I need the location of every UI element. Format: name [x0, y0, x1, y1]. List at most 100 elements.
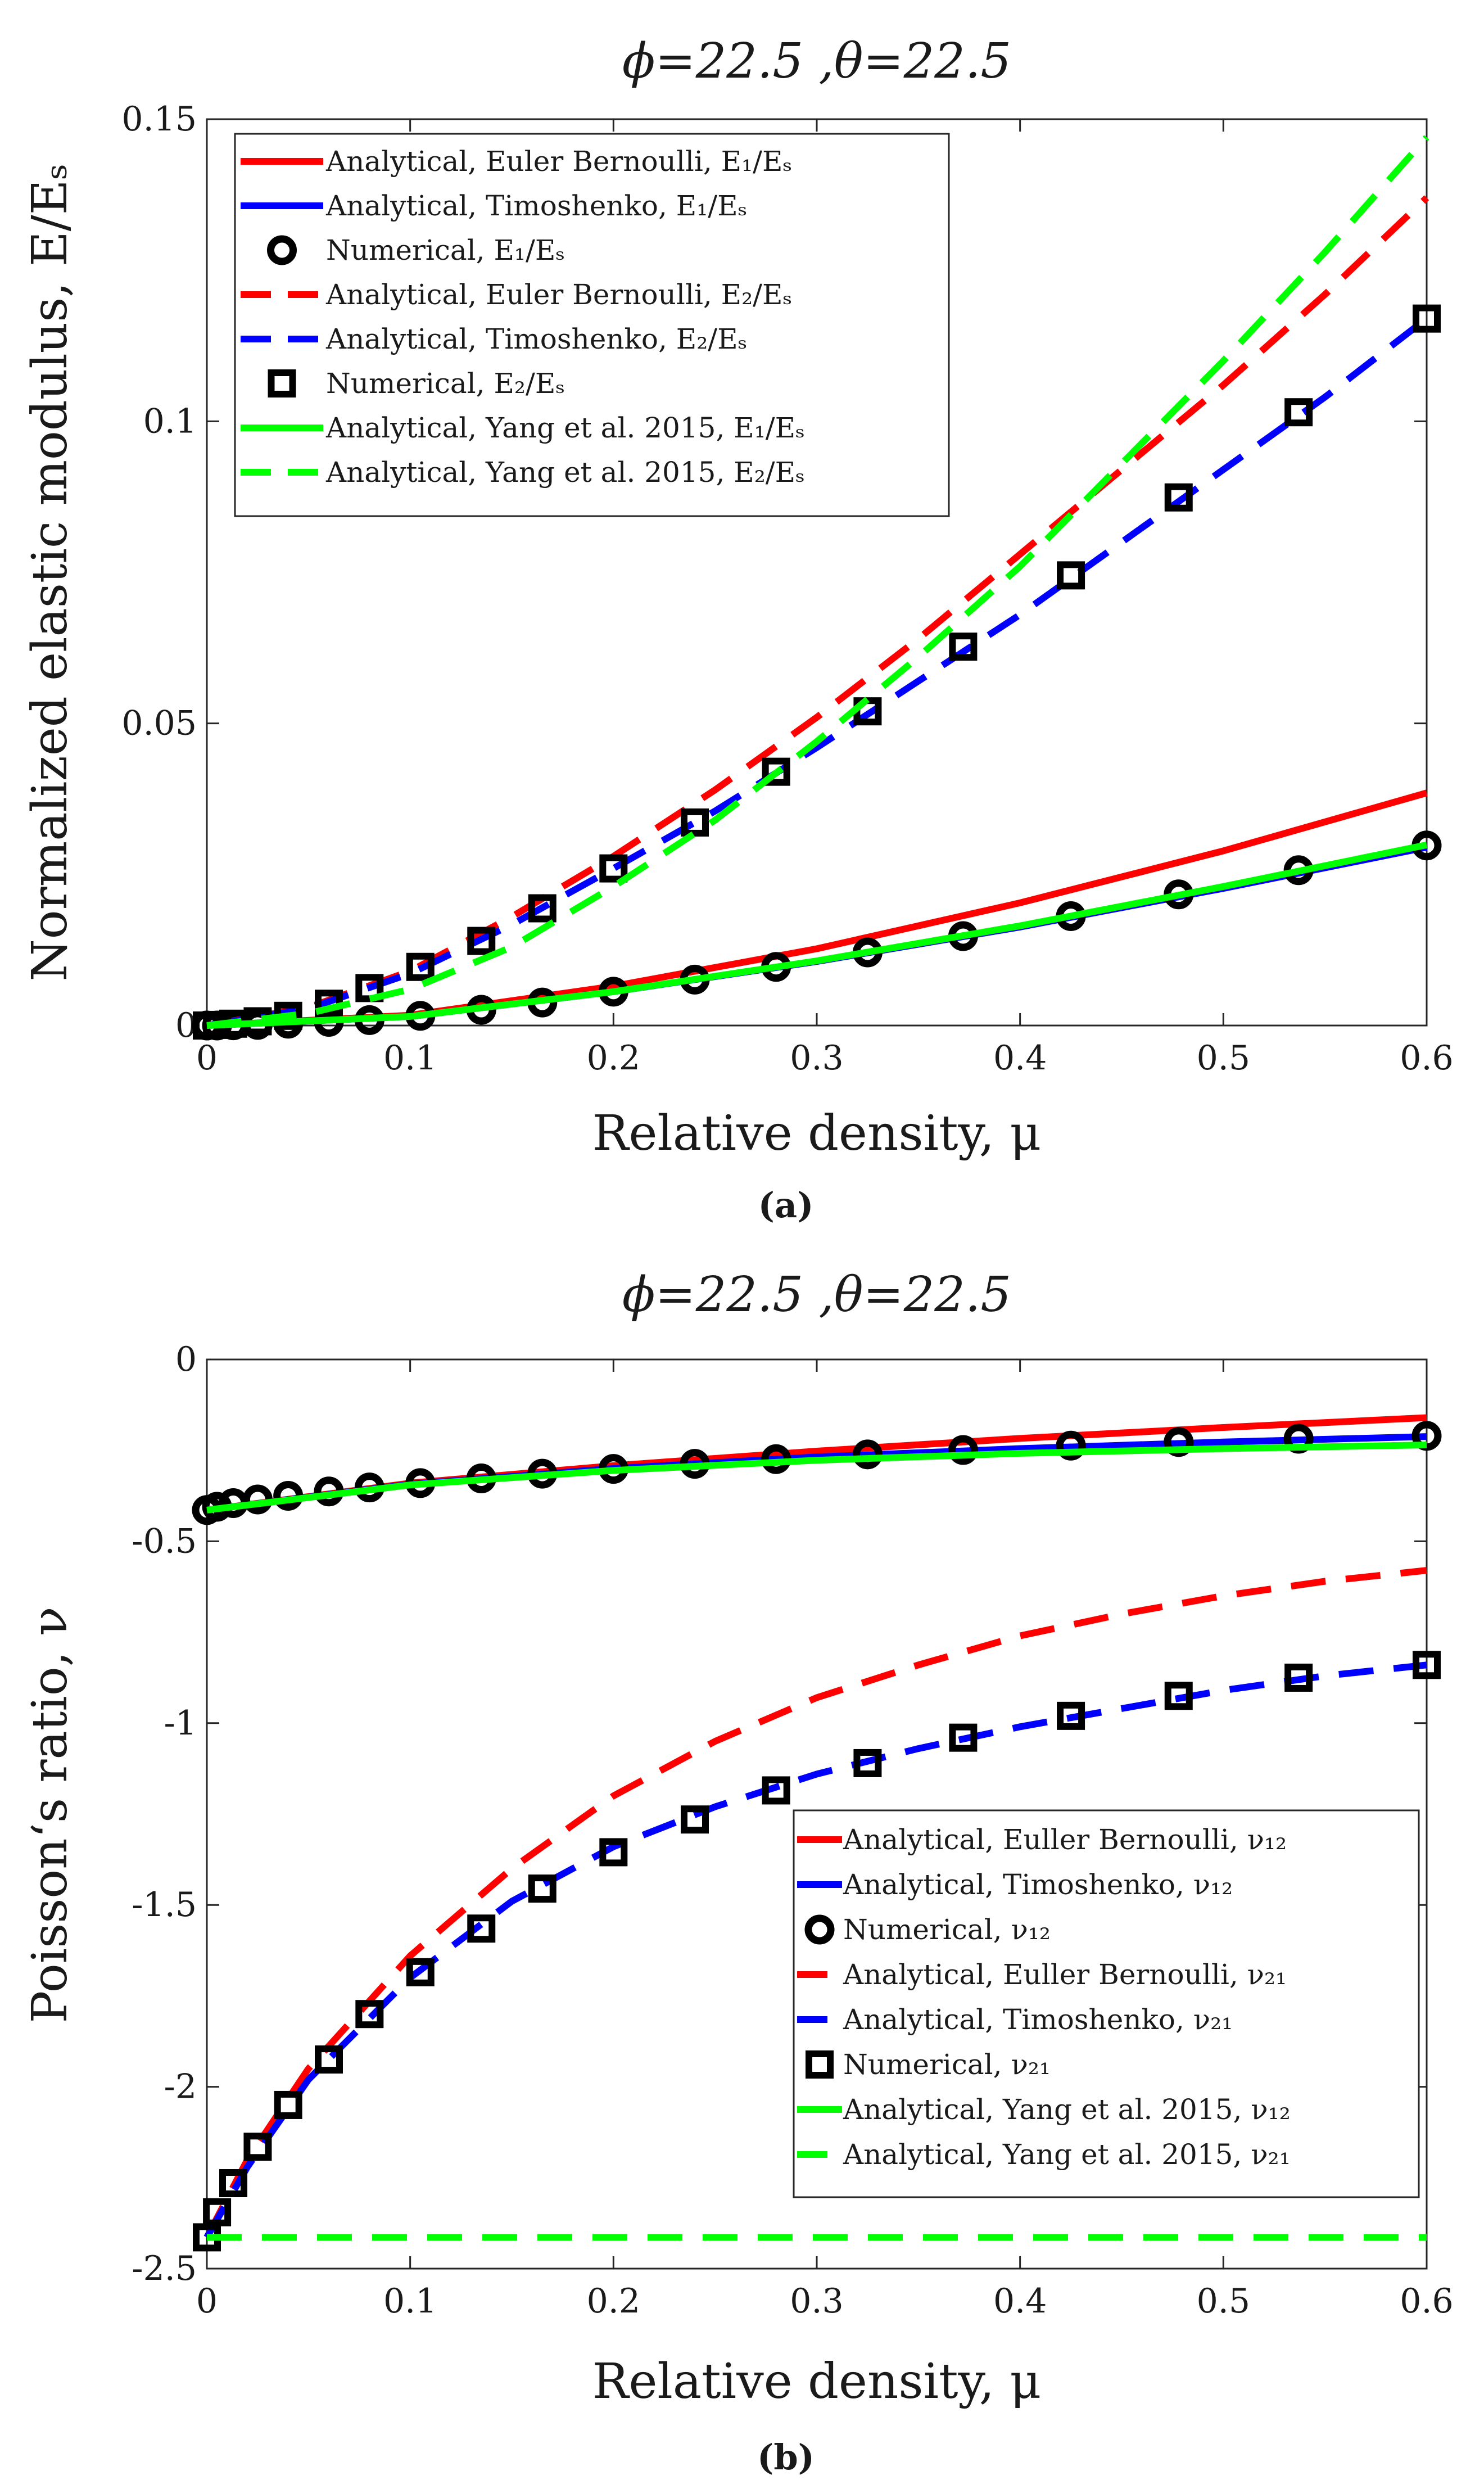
data-point-square: [1284, 398, 1313, 427]
series-8: [206, 135, 1429, 1029]
x-axis-label: Relative density, μ: [592, 2354, 1042, 2410]
chart-panel-2: 0 0.1 0.2 0.3 0.4 0.5 0.6 0 -0.5 -1 -1.5 -2 -2.5 Anal…: [22, 1267, 1454, 2478]
x-axis-label: Relative density, μ: [592, 1105, 1042, 1162]
data-point-circle: [1056, 1430, 1086, 1461]
legend-label: Analytical, Euler Bernoulli, E₁/Eₛ: [325, 145, 792, 178]
data-point-square: [243, 2133, 272, 2161]
data-point-square: [467, 1914, 496, 1943]
data-point-square: [949, 1723, 978, 1752]
y-tick-label: 0.15: [121, 100, 197, 139]
y-tick-label: 0.05: [121, 704, 197, 743]
chart-title: ϕ=22.5 ,θ=22.5: [622, 1267, 1011, 1323]
x-tick-label: 0.2: [587, 1038, 640, 1078]
legend-box: [793, 1809, 1420, 2198]
data-point-square: [203, 2198, 232, 2226]
y-axis-label: Poisson‘s ratio, ν: [22, 1606, 78, 2023]
x-tick-label: 0.6: [1400, 1038, 1453, 1078]
data-point-square: [528, 894, 556, 923]
data-point-square: [853, 1749, 882, 1777]
series-line: [206, 195, 1429, 1029]
data-point-square: [1284, 1663, 1313, 1692]
series-line: [206, 135, 1429, 1029]
legend-label: Numerical, ν₂₁: [843, 2048, 1051, 2081]
data-point-square: [1413, 304, 1441, 333]
legend-label: Analytical, Yang et al. 2015, ν₂₁: [843, 2138, 1291, 2171]
x-tick-label: 0.1: [383, 2282, 437, 2321]
legend-label: Analytical, Timoshenko, ν₁₂: [843, 1868, 1233, 1901]
data-point-square: [1164, 1682, 1193, 1710]
data-point-square: [528, 1874, 556, 1903]
data-point-square: [274, 2090, 302, 2119]
data-point-square: [762, 1776, 790, 1805]
data-point-square: [1057, 1701, 1085, 1730]
x-tick-label: 0.6: [1400, 2282, 1453, 2321]
x-tick-label: 0.4: [993, 2282, 1047, 2321]
legend-label: Analytical, Yang et al. 2015, E₂/Eₛ: [325, 456, 805, 489]
panel-label: (b): [757, 2437, 815, 2478]
x-tick-label: 0: [196, 2282, 218, 2321]
legend-label: Numerical, ν₁₂: [843, 1913, 1051, 1946]
data-point-square: [1413, 1651, 1441, 1679]
legend-label: Analytical, Yang et al. 2015, ν₁₂: [843, 2093, 1291, 2126]
data-point-square: [355, 2000, 384, 2029]
legend-box: [234, 133, 950, 517]
x-tick-label: 0.5: [1197, 1038, 1250, 1078]
data-point-square: [762, 757, 790, 786]
legend-label: Analytical, Euller Bernoulli, ν₂₁: [843, 1958, 1287, 1991]
x-tick-label: 0.4: [993, 1038, 1047, 1078]
legend-sample-marker: [267, 235, 297, 265]
y-tick-label: -0.5: [132, 1521, 197, 1561]
data-point-circle: [852, 1439, 883, 1470]
y-tick-label: -1.5: [132, 1885, 197, 1925]
y-tick-label: 0: [175, 1340, 197, 1379]
series-7: [206, 841, 1428, 1029]
legend-label: Analytical, Yang et al. 2015, E₁/Eₛ: [325, 412, 805, 444]
legend-label: Analytical, Euler Bernoulli, E₂/Eₛ: [325, 278, 792, 311]
data-point-square: [355, 974, 384, 1002]
x-tick-label: 0.1: [383, 1038, 437, 1078]
legend-sample-marker: [268, 369, 296, 397]
legend-label: Numerical, E₁/Eₛ: [326, 234, 565, 266]
data-point-square: [406, 1958, 435, 1986]
series-line: [206, 1442, 1427, 1514]
panel-label: (a): [758, 1185, 814, 1226]
series-4: [206, 195, 1429, 1029]
x-tick-label: 0.3: [790, 2282, 843, 2321]
legend-label: Analytical, Euller Bernoulli, ν₁₂: [843, 1823, 1287, 1856]
legend-sample-marker: [806, 2050, 834, 2079]
x-tick-label: 0.5: [1197, 2282, 1250, 2321]
data-point-square: [219, 2169, 248, 2198]
y-tick-label: 0.1: [143, 401, 197, 441]
chart-title: ϕ=22.5 ,θ=22.5: [622, 33, 1011, 89]
data-point-square: [681, 1805, 709, 1834]
data-point-square: [467, 927, 496, 955]
data-point-square: [1057, 561, 1085, 590]
x-tick-label: 0.3: [790, 1038, 843, 1078]
series-line: [206, 315, 1429, 1029]
data-point-square: [681, 808, 709, 837]
y-tick-label: -2.5: [132, 2249, 197, 2288]
legend-label: Analytical, Timoshenko, E₂/Eₛ: [325, 323, 747, 355]
legend-label: Numerical, E₂/Eₛ: [326, 367, 565, 400]
y-tick-label: -2: [164, 2067, 197, 2107]
data-point-square: [599, 1838, 628, 1867]
data-point-circle: [948, 1435, 978, 1465]
y-tick-label: -1: [164, 1704, 197, 1743]
data-point-square: [1164, 483, 1193, 512]
y-axis-label: Normalized elastic modulus, E/Eₛ: [22, 164, 78, 982]
x-tick-label: 0.2: [587, 2282, 640, 2321]
series-6: [193, 1651, 1441, 2252]
data-point-square: [406, 952, 435, 981]
chart-panel-1: 0 0.1 0.2 0.3 0.4 0.5 0.600.050.10.15Analytica…: [22, 33, 1454, 1226]
data-point-circle: [1164, 1427, 1194, 1457]
legend-label: Analytical, Timoshenko, E₁/Eₛ: [325, 189, 747, 222]
series-7: [206, 1442, 1427, 1514]
data-point-square: [949, 633, 978, 661]
series-5: [206, 315, 1429, 1029]
x-tick-label: 0: [196, 1038, 218, 1078]
data-point-square: [599, 854, 628, 883]
data-point-square: [315, 2045, 343, 2074]
legend-label: Analytical, Timoshenko, ν₂₁: [843, 2003, 1233, 2036]
series-line: [206, 841, 1428, 1029]
